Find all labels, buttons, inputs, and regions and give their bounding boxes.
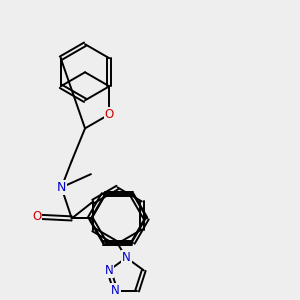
Text: N: N (122, 251, 131, 264)
Text: N: N (57, 181, 66, 194)
Text: O: O (32, 211, 41, 224)
Text: N: N (105, 264, 113, 277)
Text: O: O (105, 108, 114, 121)
Text: N: N (111, 284, 120, 297)
